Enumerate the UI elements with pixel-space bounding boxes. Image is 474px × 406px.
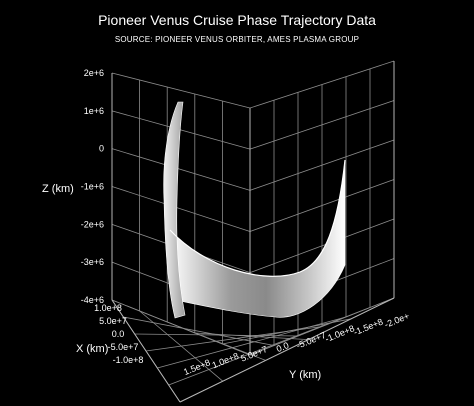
z-tick-label: -3e+6: [81, 257, 104, 267]
z-tick-label: 0: [99, 144, 104, 154]
grid-line: [111, 148, 251, 191]
grid-line: [168, 307, 371, 386]
trajectory-surface-main: [169, 159, 346, 318]
z-tick-label: 1e+6: [84, 106, 104, 116]
chart-subtitle: SOURCE: PIONEER VENUS ORBITER, AMES PLAS…: [115, 35, 359, 44]
z-tick-label: 2e+6: [84, 68, 104, 78]
grid-line: [111, 110, 251, 150]
x-tick-labels: 1.0e+8 5.0e+7 0.0 -5.0e+7 -1.0e+8: [94, 303, 143, 365]
grid-line: [145, 326, 323, 352]
z-tick-label: -4e+6: [81, 295, 104, 305]
grid-line: [134, 333, 299, 337]
grid-line: [111, 72, 251, 109]
x-tick-label: 1.0e+8: [94, 303, 122, 313]
y-tick-labels: 1.5e+8 1.0e+8 5.0e+7 0.0 -5.0e+7-1.0e+8-1.5e…: [182, 311, 411, 377]
chart-title: Pioneer Venus Cruise Phase Trajectory Da…: [98, 12, 376, 28]
y-tick-label: 1.0e+8: [211, 351, 241, 371]
z-tick-labels: 2e+6 1e+6 0 -1e+6 -2e+6 -3e+6 -4e+6: [81, 68, 104, 305]
y-tick-label: -1.5e+8: [352, 317, 384, 338]
y-tick-label: -1.0e+8: [324, 323, 356, 344]
y-tick-label: -5.0e+7: [295, 330, 327, 351]
x-tick-label: 0.0: [112, 329, 125, 339]
z-tick-label: -1e+6: [81, 182, 104, 192]
x-tick-label: -1.0e+8: [113, 355, 144, 365]
z-tick-label: -2e+6: [81, 219, 104, 229]
grid-line: [157, 316, 347, 369]
axis-edge: [111, 299, 181, 403]
x-tick-label: -5.0e+7: [108, 342, 139, 352]
x-tick-label: 5.0e+7: [99, 316, 127, 326]
trajectory-surface-left: [163, 101, 186, 319]
y-tick-label: 0.0: [275, 340, 290, 354]
trajectory-surface: [163, 101, 346, 319]
grid-line: [111, 299, 251, 356]
y-tick-label: -2.0e+: [383, 311, 411, 330]
x-axis-label: X (km): [76, 343, 108, 355]
grid-line: [123, 316, 275, 346]
z-axis-label: Z (km): [42, 183, 74, 195]
trajectory-edge: [169, 159, 346, 277]
grid-line: [111, 186, 251, 232]
axis-edge: [179, 297, 395, 403]
y-axis-label: Y (km): [289, 369, 321, 381]
